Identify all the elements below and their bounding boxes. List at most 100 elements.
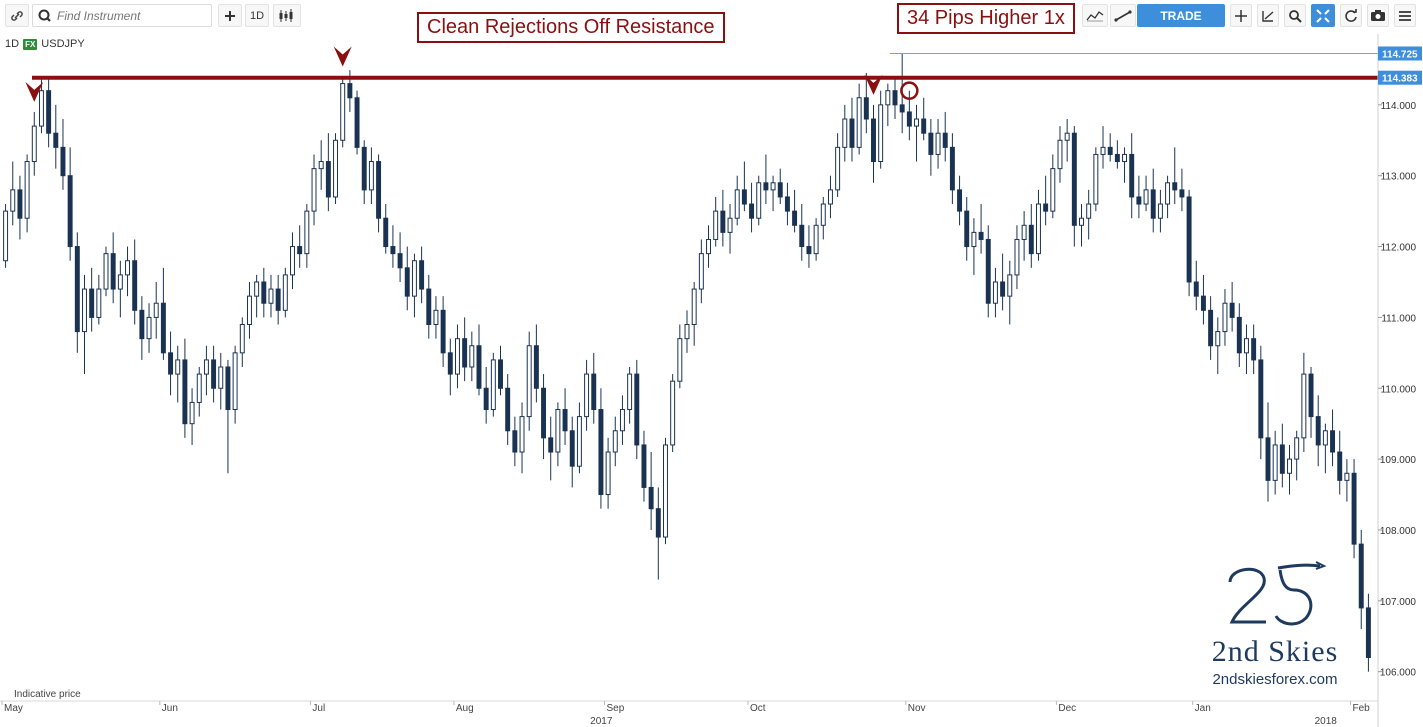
- candle-body: [935, 132, 941, 155]
- candle: [512, 416, 518, 467]
- candle-body: [268, 288, 274, 304]
- candle-body: [1050, 168, 1056, 212]
- logo-url: 2ndskiesforex.com: [1212, 671, 1338, 688]
- candle-body: [512, 430, 518, 453]
- candle: [232, 345, 238, 424]
- chart-type-button[interactable]: [273, 4, 301, 27]
- candle-body: [1143, 189, 1149, 205]
- y-tick-label: 109.000: [1380, 455, 1417, 466]
- candle-body: [584, 373, 590, 418]
- candles: [3, 53, 1371, 672]
- price-label-text: 114.725: [1382, 49, 1418, 60]
- candle-body: [60, 146, 66, 177]
- candle: [684, 310, 690, 353]
- candle-body: [720, 210, 726, 233]
- drawing-button[interactable]: [1110, 4, 1136, 27]
- candle-body: [10, 189, 16, 212]
- candle-body: [863, 97, 869, 120]
- candle: [598, 388, 604, 509]
- candle: [462, 317, 468, 382]
- trade-button[interactable]: TRADE: [1137, 4, 1225, 27]
- link-icon: [11, 10, 23, 21]
- candle-body: [1344, 472, 1350, 481]
- candle: [871, 104, 876, 183]
- candle: [53, 104, 59, 169]
- candle: [168, 331, 174, 396]
- indicators-button[interactable]: [1082, 4, 1108, 27]
- candle: [1322, 423, 1328, 474]
- y-tick-label: 114.000: [1381, 101, 1417, 112]
- candle-body: [641, 444, 647, 488]
- screenshot-button[interactable]: [1367, 4, 1389, 27]
- link-button[interactable]: [5, 4, 29, 27]
- candle: [1028, 204, 1034, 268]
- crosshair-icon: [1235, 9, 1247, 22]
- candle: [569, 416, 575, 488]
- candle: [1200, 274, 1206, 325]
- candle: [813, 218, 819, 261]
- candle-body: [706, 238, 711, 255]
- drawing-icon: [1114, 9, 1132, 22]
- candle-body: [419, 260, 425, 290]
- candle: [770, 175, 776, 212]
- callout-rejections: Clean Rejections Off Resistance: [417, 12, 725, 43]
- candle-body: [1136, 196, 1142, 205]
- candle-body: [17, 189, 23, 219]
- candle-body: [153, 302, 159, 318]
- candle: [1100, 126, 1106, 169]
- refresh-button[interactable]: [1340, 4, 1362, 27]
- candle: [426, 274, 432, 339]
- candle-body: [38, 90, 44, 127]
- candle: [160, 267, 166, 360]
- candle: [454, 324, 460, 389]
- candle: [878, 90, 884, 169]
- candle-body: [899, 104, 905, 113]
- x-tick-label: Oct: [750, 703, 766, 714]
- candle-body: [469, 345, 475, 368]
- candle-body: [203, 359, 209, 375]
- candle: [1229, 281, 1235, 332]
- candle: [325, 133, 331, 212]
- candle: [957, 175, 963, 226]
- candle: [1215, 317, 1221, 375]
- instrument-search[interactable]: [32, 4, 212, 27]
- candle-body: [1122, 153, 1128, 163]
- search-input[interactable]: [55, 7, 199, 24]
- candle-body: [914, 118, 920, 127]
- candle-body: [383, 217, 389, 248]
- candle: [361, 140, 367, 205]
- candle-body: [1093, 153, 1099, 205]
- fit-button[interactable]: [1311, 4, 1335, 27]
- candle: [949, 133, 955, 205]
- candle-body: [928, 132, 934, 155]
- candle: [1043, 175, 1049, 226]
- scale-button[interactable]: [1257, 4, 1279, 27]
- scale-icon: [1262, 10, 1274, 22]
- candle-body: [684, 323, 690, 340]
- candle: [1114, 140, 1120, 169]
- crosshair-button[interactable]: [1230, 4, 1252, 27]
- candle: [1279, 423, 1285, 488]
- candle: [225, 359, 231, 474]
- menu-button[interactable]: [1394, 4, 1416, 27]
- candle-body: [1064, 132, 1070, 141]
- candle-body: [1308, 373, 1314, 418]
- candle-body: [1244, 338, 1249, 354]
- candle-body: [447, 352, 453, 375]
- add-button[interactable]: [218, 4, 242, 27]
- candle-body: [519, 416, 525, 453]
- candle-body: [562, 409, 568, 432]
- candle: [333, 133, 339, 205]
- candle: [1358, 529, 1364, 630]
- candle-body: [397, 253, 403, 269]
- interval-button[interactable]: 1D: [245, 4, 269, 27]
- candle-body: [433, 309, 439, 325]
- candle: [677, 324, 683, 389]
- candle-body: [411, 260, 417, 297]
- candle: [978, 204, 984, 254]
- zoom-button[interactable]: [1284, 4, 1306, 27]
- candle: [892, 76, 898, 120]
- candle: [67, 147, 73, 261]
- watermark-logo: 2nd Skies 2ndskiesforex.com: [1205, 560, 1345, 688]
